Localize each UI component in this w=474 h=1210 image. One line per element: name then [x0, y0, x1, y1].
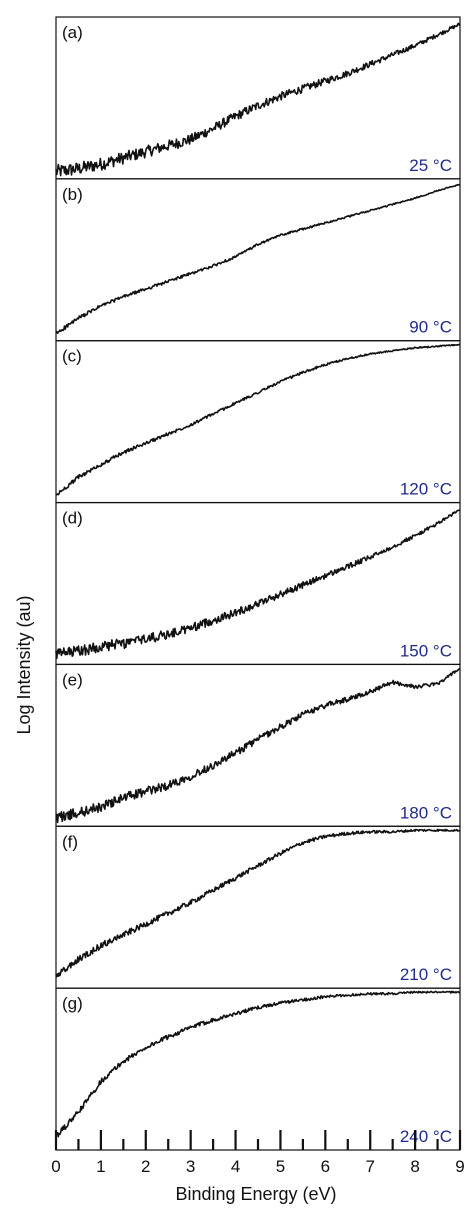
x-tick-label: 9 — [455, 1157, 464, 1176]
x-tick-label: 1 — [96, 1157, 105, 1176]
x-tick-label: 4 — [231, 1157, 240, 1176]
panel-frame — [55, 825, 461, 989]
panel-label: (f) — [62, 832, 78, 851]
temperature-label: 90 °C — [409, 318, 452, 337]
panel-label: (b) — [62, 185, 83, 204]
panels-group: (a) 25 °C (b) 90 °C (c) 120 °C (d) 150 °C (e) 180… — [55, 16, 461, 1151]
x-tick-label: 8 — [410, 1157, 419, 1176]
temperature-label: 25 °C — [409, 156, 452, 175]
temperature-label: 240 °C — [400, 1127, 452, 1146]
panel-frame — [55, 16, 461, 180]
panel-label: (d) — [62, 509, 83, 528]
x-tick-label: 7 — [365, 1157, 374, 1176]
panel-frame — [55, 340, 461, 504]
panel-a: (a) 25 °C — [55, 16, 461, 180]
panel-c: (c) 120 °C — [55, 340, 461, 504]
panel-d: (d) 150 °C — [55, 501, 461, 666]
x-tick-label: 3 — [186, 1157, 195, 1176]
x-axis-title: Binding Energy (eV) — [175, 1184, 336, 1204]
temperature-label: 180 °C — [400, 803, 452, 822]
temperature-label: 150 °C — [400, 641, 452, 660]
spectrum-line — [55, 183, 461, 334]
spectrum-line — [55, 22, 461, 177]
spectrum-line — [55, 667, 461, 824]
panel-label: (c) — [62, 347, 82, 366]
panel-f: (f) 210 °C — [55, 825, 461, 989]
x-tick-label: 0 — [51, 1157, 60, 1176]
y-axis-title: Log Intensity (au) — [14, 595, 34, 734]
spectrum-line — [55, 343, 461, 496]
panel-e: (e) 180 °C — [55, 663, 461, 827]
spectrum-line — [55, 990, 460, 1138]
spectrum-line — [55, 509, 461, 660]
x-tick-label: 6 — [321, 1157, 330, 1176]
temperature-label: 120 °C — [400, 480, 452, 499]
x-tick-label: 2 — [141, 1157, 150, 1176]
temperature-label: 210 °C — [400, 965, 452, 984]
spectrum-line — [55, 828, 461, 978]
panel-g: (g) 240 °C — [55, 987, 461, 1151]
x-axis: 0 1 2 3 4 5 6 7 8 9 — [51, 1130, 465, 1176]
panel-label: (a) — [62, 23, 83, 42]
x-tick-label: 5 — [276, 1157, 285, 1176]
panel-label: (g) — [62, 994, 83, 1013]
panel-b: (b) 90 °C — [55, 178, 461, 342]
panel-label: (e) — [62, 670, 83, 689]
